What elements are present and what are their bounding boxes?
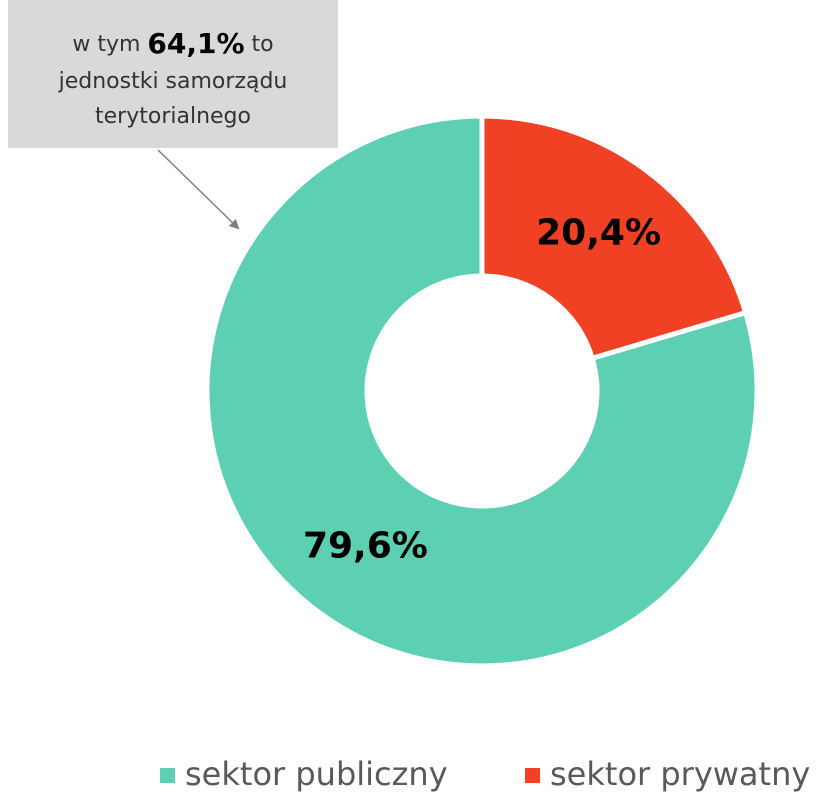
annotation-highlight: 64,1% xyxy=(147,27,244,60)
annotation-arrow xyxy=(157,149,240,230)
annotation-rest: to xyxy=(252,32,274,57)
donut-slice xyxy=(479,113,749,362)
data-label: 20,4% xyxy=(536,213,661,254)
annotation-line: terytorialnego xyxy=(95,104,251,129)
legend-label: sektor publiczny xyxy=(185,755,448,793)
legend-swatch xyxy=(160,768,175,783)
legend-label: sektor prywatny xyxy=(550,755,810,793)
annotation-line: jednostki samorządu xyxy=(58,69,288,94)
data-label: 79,6% xyxy=(303,525,428,566)
legend-swatch xyxy=(525,768,540,783)
annotation-box xyxy=(8,0,338,148)
annotation-line: w tym 64,1% to xyxy=(72,27,273,60)
donut-slice xyxy=(204,113,760,669)
annotation-lead: w tym xyxy=(72,32,140,57)
